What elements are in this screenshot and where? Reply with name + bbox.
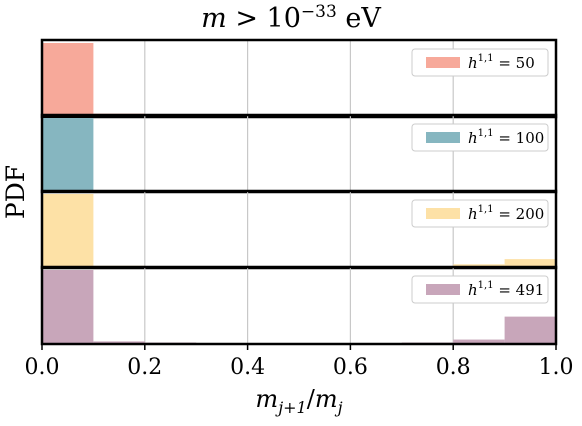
- legend-swatch-2: [426, 132, 460, 143]
- chart-title: m > 10−33 eV: [0, 2, 582, 34]
- x-tick-label-4: 0.8: [436, 355, 471, 380]
- legend-swatch-1: [426, 57, 460, 68]
- bar-panel4-bin1: [42, 270, 93, 344]
- x-tick-label-5: 1.0: [539, 355, 574, 380]
- legend-swatch-4: [426, 284, 460, 295]
- x-tick-label-1: 0.2: [127, 355, 162, 380]
- bar-panel4-bin10: [505, 317, 556, 344]
- bar-panel1-bin1: [42, 43, 93, 117]
- x-tick-label-0: 0.0: [25, 355, 60, 380]
- bar-panel3-bin1: [42, 194, 93, 268]
- x-tick-label-3: 0.6: [333, 355, 368, 380]
- x-tick-label-2: 0.4: [230, 355, 265, 380]
- legend-swatch-3: [426, 208, 460, 219]
- bar-panel2-bin1: [42, 118, 93, 192]
- x-axis-label: mj+1/mj: [255, 385, 342, 417]
- y-axis-label: PDF: [1, 165, 30, 219]
